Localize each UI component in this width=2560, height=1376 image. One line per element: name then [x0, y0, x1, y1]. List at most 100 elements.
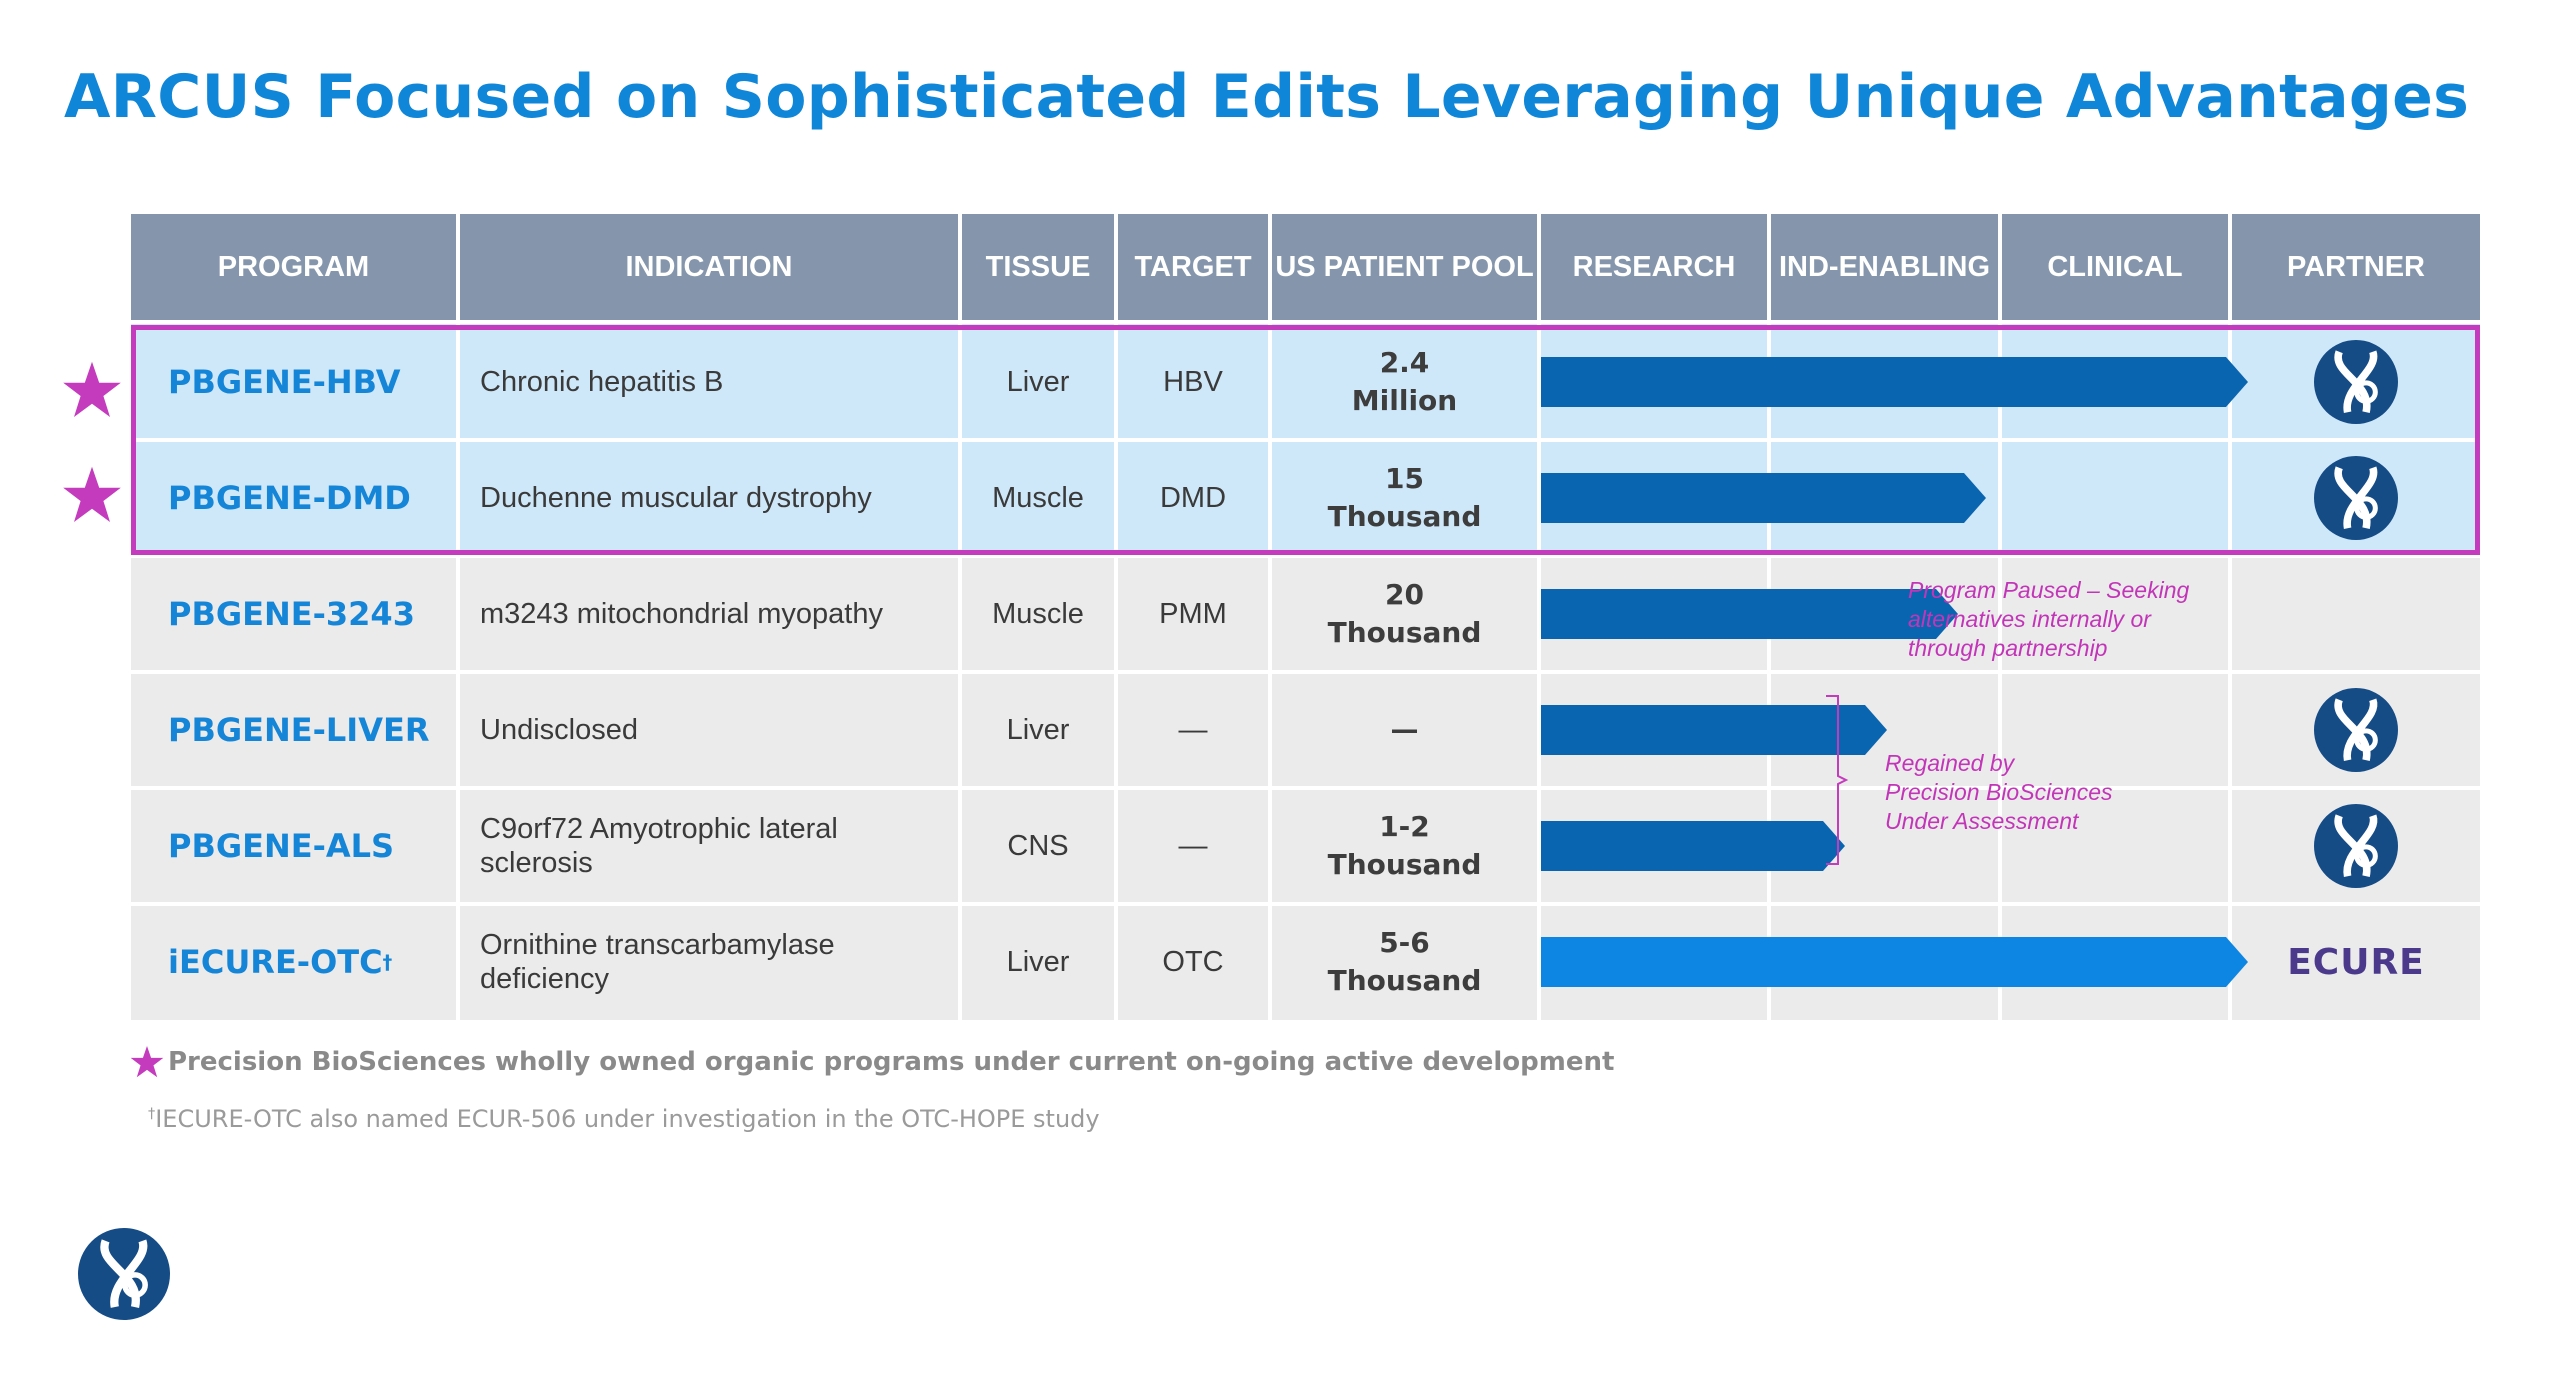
star-icon — [130, 1046, 164, 1078]
pool-value: 15 — [1385, 462, 1424, 495]
note-line: Under Assessment — [1885, 808, 2079, 834]
divider — [958, 214, 962, 1020]
indication: Chronic hepatitis B — [480, 366, 724, 398]
header-tissue: TISSUE — [962, 214, 1114, 320]
patient-pool: 20 Thousand — [1272, 556, 1537, 672]
target: HBV — [1163, 365, 1223, 398]
pipeline-table: PROGRAM INDICATION TISSUE TARGET US PATI… — [131, 214, 2480, 1020]
program-name: PBGENE-LIVER — [168, 711, 430, 749]
legend: Precision BioSciences wholly owned organ… — [130, 1045, 1614, 1079]
dagger-mark: † — [382, 950, 393, 974]
program-name: PBGENE-HBV — [168, 363, 401, 401]
pool-unit: Thousand — [1327, 616, 1482, 649]
table-row: PBGENE-LIVER Undisclosed Liver — — — [131, 672, 2480, 788]
progress-arrow — [1541, 705, 1887, 755]
star-icon — [63, 466, 121, 522]
partner-cell: ECURE — [2232, 904, 2480, 1020]
indication: Duchenne muscular dystrophy — [480, 482, 872, 514]
patient-pool: 15 Thousand — [1272, 440, 1537, 556]
paused-note: Program Paused – Seeking alternatives in… — [1908, 576, 2189, 663]
pool-value: 2.4 — [1379, 346, 1430, 379]
precision-logo-icon — [2314, 688, 2398, 772]
regained-note: Regained by Precision BioSciences Under … — [1885, 749, 2113, 836]
footnote: †IECURE-OTC also named ECUR-506 under in… — [148, 1105, 1100, 1133]
precision-logo-icon — [2314, 456, 2398, 540]
pool-unit: Million — [1351, 384, 1458, 417]
note-line: Program Paused – Seeking — [1908, 577, 2190, 603]
divider — [1114, 214, 1118, 1020]
note-line: through partnership — [1908, 635, 2108, 661]
tissue: Liver — [1006, 713, 1070, 746]
indication: m3243 mitochondrial myopathy — [480, 598, 883, 630]
pool-value: 5-6 — [1379, 926, 1430, 959]
pool-value: 20 — [1385, 578, 1424, 611]
progress-arrow — [1541, 821, 1845, 871]
divider — [131, 670, 2480, 674]
ecure-logo: ECURE — [2287, 941, 2425, 983]
progress-arrow — [1541, 357, 2248, 407]
indication: Ornithine transcarbamylase deficiency — [460, 904, 958, 1020]
header-partner: PARTNER — [2232, 214, 2480, 320]
header-target: TARGET — [1118, 214, 1268, 320]
program-name: PBGENE-DMD — [168, 479, 411, 517]
tissue: Liver — [1006, 945, 1070, 978]
pool-unit: Thousand — [1327, 848, 1482, 881]
header-ind-enabling: IND-ENABLING — [1771, 214, 1998, 320]
divider — [131, 438, 2480, 442]
note-line: Precision BioSciences — [1885, 779, 2113, 805]
divider — [131, 320, 2480, 324]
divider — [131, 554, 2480, 558]
partner-cell — [2232, 324, 2480, 440]
indication: Undisclosed — [480, 714, 638, 746]
pool-value: 1-2 — [1379, 810, 1430, 843]
indication: C9orf72 Amyotrophic lateral sclerosis — [480, 813, 838, 879]
legend-text: Precision BioSciences wholly owned organ… — [168, 1047, 1615, 1077]
table-row: PBGENE-DMD Duchenne muscular dystrophy M… — [131, 440, 2480, 556]
progress-arrow — [1541, 937, 2248, 987]
page-title: ARCUS Focused on Sophisticated Edits Lev… — [64, 62, 2470, 132]
patient-pool: 5-6 Thousand — [1272, 904, 1537, 1020]
progress-arrow — [1541, 589, 1958, 639]
note-line: Regained by — [1885, 750, 2015, 776]
tissue: Muscle — [992, 597, 1084, 630]
pool-unit: Thousand — [1327, 964, 1482, 997]
patient-pool: 2.4 Million — [1272, 324, 1537, 440]
table-row: PBGENE-3243 m3243 mitochondrial myopathy… — [131, 556, 2480, 672]
bracket — [1826, 695, 1849, 865]
pool-value: — — [1390, 713, 1419, 746]
patient-pool: 1-2 Thousand — [1272, 788, 1537, 904]
footnote-text: IECURE-OTC also named ECUR-506 under inv… — [155, 1105, 1100, 1133]
program-name: PBGENE-ALS — [168, 827, 395, 865]
star-icon — [63, 361, 121, 417]
precision-logo-icon — [2314, 804, 2398, 888]
target: — — [1178, 829, 1208, 862]
header-program: PROGRAM — [131, 214, 456, 320]
partner-cell — [2232, 440, 2480, 556]
header-pool: US PATIENT POOL — [1272, 214, 1537, 320]
program-name: iECURE-OTC † — [131, 904, 456, 1020]
divider — [456, 214, 460, 1020]
partner-cell — [2232, 788, 2480, 904]
program-name: PBGENE-3243 — [168, 595, 415, 633]
target: DMD — [1159, 481, 1227, 514]
divider — [1998, 214, 2002, 1020]
program-name-text: iECURE-OTC — [168, 943, 383, 981]
target: — — [1178, 713, 1208, 746]
precision-logo-icon — [78, 1228, 170, 1320]
header-indication: INDICATION — [460, 214, 958, 320]
indication-line: deficiency — [480, 963, 609, 995]
divider — [131, 786, 2480, 790]
divider — [2228, 214, 2232, 1020]
table-row: PBGENE-ALS C9orf72 Amyotrophic lateral s… — [131, 788, 2480, 904]
partner-cell — [2232, 672, 2480, 788]
divider — [1537, 214, 1541, 1020]
divider — [1268, 214, 1272, 1020]
pool-unit: Thousand — [1327, 500, 1482, 533]
precision-logo-icon — [2314, 340, 2398, 424]
header-research: RESEARCH — [1541, 214, 1767, 320]
divider — [131, 902, 2480, 906]
target: PMM — [1159, 597, 1227, 630]
tissue: Liver — [1006, 365, 1070, 398]
tissue: CNS — [1007, 829, 1069, 862]
target: OTC — [1162, 945, 1224, 978]
